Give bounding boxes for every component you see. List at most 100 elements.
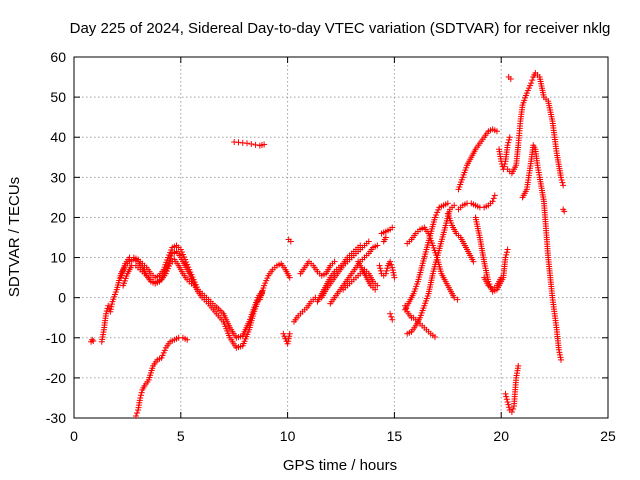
data-point: [555, 346, 562, 353]
axis-ticks: -30 -20 -10 0 10 20 30 40 50 60 0 5 10 15 20 25: [46, 49, 616, 444]
data-point: [188, 280, 195, 287]
data-point: [107, 308, 114, 315]
series-arc-30: [481, 274, 505, 293]
series-arc-36: [560, 206, 568, 215]
data-point: [108, 303, 115, 310]
data-point: [377, 267, 384, 274]
x-tick-label: 20: [493, 428, 509, 444]
data-point: [261, 141, 268, 148]
data-point: [285, 338, 292, 345]
data-point: [388, 313, 395, 320]
data-point: [505, 139, 512, 146]
data-point: [285, 335, 292, 342]
data-point: [506, 134, 513, 141]
data-point: [185, 264, 192, 271]
data-point: [509, 405, 516, 412]
series-arc-7: [256, 260, 293, 303]
data-point: [164, 254, 171, 261]
data-point: [182, 256, 189, 263]
data-point: [470, 258, 477, 265]
data-point: [390, 269, 397, 276]
y-tick-label: 30: [50, 169, 66, 185]
data-point: [491, 192, 498, 199]
data-point: [454, 296, 461, 303]
data-point: [389, 316, 396, 323]
data-point: [431, 214, 438, 221]
data-point: [163, 268, 170, 275]
y-tick-label: 50: [50, 89, 66, 105]
data-point: [515, 362, 522, 369]
data-point: [374, 282, 381, 289]
data-point: [372, 286, 379, 293]
data-point: [502, 254, 509, 261]
data-point: [244, 140, 251, 147]
data-point: [389, 224, 396, 231]
series-arc-1: [88, 336, 97, 345]
series-arc-11: [297, 258, 338, 279]
data-point: [507, 76, 514, 83]
data-point: [556, 349, 563, 356]
series-arc-20: [387, 310, 396, 323]
data-point: [187, 269, 194, 276]
data-point: [387, 258, 394, 265]
data-point: [192, 281, 199, 288]
data-point: [558, 356, 565, 363]
data-point: [388, 261, 395, 268]
data-point: [558, 177, 565, 184]
data-point: [561, 208, 568, 215]
data-point: [504, 142, 511, 149]
data-point: [559, 179, 566, 186]
data-point: [451, 294, 458, 301]
x-axis-label: GPS time / hours: [283, 457, 397, 474]
x-tick-label: 10: [280, 428, 296, 444]
data-point: [558, 174, 565, 181]
series-arc-33: [505, 74, 514, 83]
data-point: [166, 263, 173, 270]
data-point: [158, 354, 165, 361]
data-point: [528, 80, 535, 87]
series-arc-35: [519, 142, 565, 363]
data-point: [501, 160, 508, 167]
series-arc-10: [291, 294, 319, 325]
data-point: [263, 277, 270, 284]
series-arc-27: [455, 126, 500, 193]
data-point: [556, 351, 563, 358]
data-point: [525, 85, 532, 92]
data-point: [132, 412, 139, 419]
series-arc-18: [378, 224, 396, 237]
data-point: [433, 211, 440, 218]
y-tick-label: -30: [46, 410, 66, 426]
data-point: [382, 270, 389, 277]
data-point: [529, 77, 536, 84]
data-point: [252, 141, 259, 148]
data-point: [178, 249, 185, 256]
series-arc-21: [404, 202, 458, 337]
data-point: [108, 301, 115, 308]
data-point: [134, 409, 141, 416]
series-arc-17: [376, 258, 398, 281]
series-arc-24: [404, 224, 461, 303]
data-point: [188, 271, 195, 278]
data-point: [331, 258, 338, 265]
data-point: [506, 404, 513, 411]
data-point: [402, 302, 409, 309]
data-point: [431, 333, 438, 340]
data-point: [382, 234, 389, 241]
x-tick-label: 5: [177, 428, 185, 444]
data-point: [189, 274, 196, 281]
data-point: [387, 310, 394, 317]
chart-title: Day 225 of 2024, Sidereal Day-to-day VTE…: [70, 20, 611, 37]
y-tick-label: 10: [50, 250, 66, 266]
data-point: [105, 302, 112, 309]
data-point: [434, 209, 441, 216]
y-tick-label: -10: [46, 330, 66, 346]
data-point: [248, 141, 255, 148]
data-point: [505, 401, 512, 408]
y-tick-label: 20: [50, 209, 66, 225]
data-point: [186, 266, 193, 273]
series-arc-31: [496, 134, 513, 173]
data-point: [489, 198, 496, 205]
data-point: [261, 282, 268, 289]
data-point: [523, 90, 530, 97]
